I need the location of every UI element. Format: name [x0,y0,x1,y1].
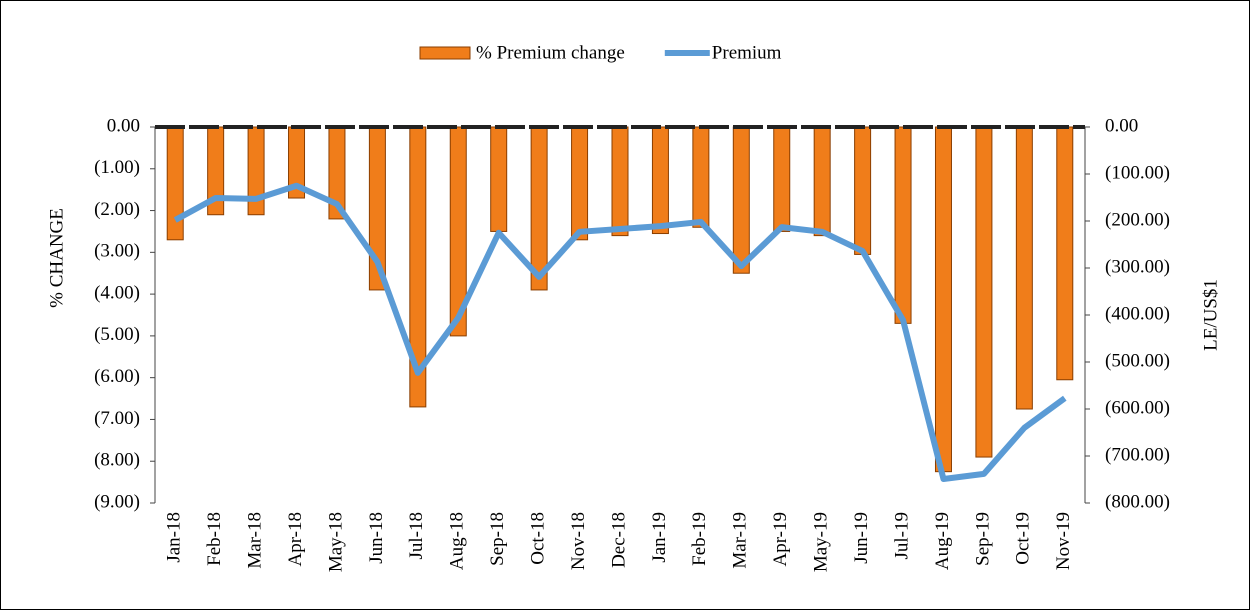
x-tick-label: Jan-19 [649,512,670,563]
y-tick-label: (5.00) [94,324,140,345]
bar [449,126,467,337]
x-tick-label: Apr-18 [285,512,306,567]
line [173,182,1067,483]
y2-tick-label: (200.00) [1105,209,1170,230]
y2-tick-label: (300.00) [1105,256,1170,277]
bar [651,126,669,235]
y2-tick-label: (500.00) [1105,350,1170,371]
x-tick-label: Oct-19 [1013,512,1034,565]
x-tick-label: Jun-18 [366,512,387,564]
y2-tick-label: (700.00) [1105,444,1170,465]
y-tick-label: (6.00) [94,366,140,387]
x-tick-label: Jul-19 [891,512,912,560]
x-tick-label: Dec-18 [608,512,629,568]
y2-tick-label: 0.00 [1105,115,1138,136]
y-tick-label: (1.00) [94,157,140,178]
x-tick-label: Nov-18 [568,512,589,570]
bar [732,126,750,274]
x-tick-label: Sep-18 [487,512,508,566]
bar [1056,126,1074,381]
x-tick-label: Apr-19 [770,512,791,567]
bar [692,126,710,228]
bar [571,126,589,241]
bar [854,126,872,255]
bar [894,126,912,324]
bar [530,126,548,291]
x-tick-label: Nov-19 [1053,512,1074,570]
bar [813,126,831,237]
legend-swatch [419,46,471,60]
y-tick-label: (7.00) [94,408,140,429]
bar [975,126,993,458]
y-tick-label: 0.00 [107,115,140,136]
y2-axis-label: LE/US$1 [1200,279,1221,351]
bar [773,126,791,232]
x-tick-label: Feb-18 [204,512,225,566]
bar [166,126,184,241]
y-tick-label: (9.00) [94,491,140,512]
y2-tick-label: (400.00) [1105,303,1170,324]
x-tick-label: Jan-18 [164,512,185,563]
x-tick-label: Mar-18 [244,512,265,569]
bar [611,126,629,237]
x-tick-label: Jul-18 [406,512,427,560]
x-tick-label: Mar-19 [730,512,751,569]
y2-tick-label: (800.00) [1105,491,1170,512]
bar [490,126,508,232]
y-tick-label: (4.00) [94,282,140,303]
x-tick-label: May-19 [811,512,832,572]
x-tick-label: Aug-18 [447,512,468,570]
bar [1015,126,1033,410]
y-axis-label: % CHANGE [46,208,67,308]
x-tick-label: Jun-19 [851,512,872,564]
x-tick-label: May-18 [325,512,346,572]
legend-label: Premium [712,42,782,63]
bar [247,126,265,216]
x-tick-label: Feb-19 [689,512,710,566]
y-tick-label: (8.00) [94,450,140,471]
bar [934,126,952,473]
x-tick-label: Oct-18 [527,512,548,565]
y2-tick-label: (600.00) [1105,397,1170,418]
y-tick-label: (3.00) [94,241,140,262]
x-tick-label: Aug-19 [932,512,953,570]
y2-tick-label: (100.00) [1105,162,1170,183]
x-tick-label: Sep-19 [972,512,993,566]
y-tick-label: (2.00) [94,199,140,220]
legend-label: % Premium change [476,42,625,63]
